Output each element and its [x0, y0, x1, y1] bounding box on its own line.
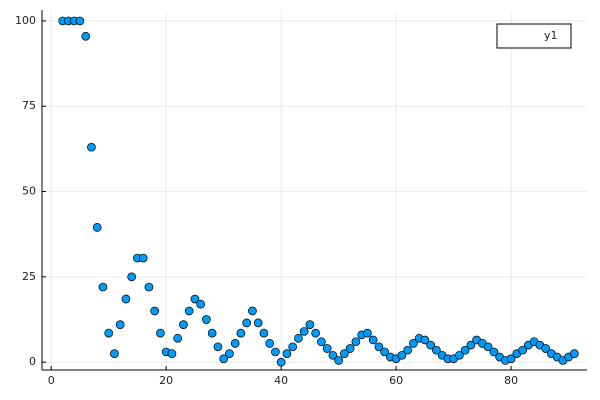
- point: [225, 349, 234, 358]
- point: [489, 347, 499, 357]
- point: [202, 315, 211, 324]
- point: [334, 356, 343, 365]
- point: [397, 350, 407, 360]
- point: [305, 320, 315, 329]
- point: [196, 299, 206, 309]
- point: [248, 306, 257, 316]
- point: [121, 294, 131, 304]
- point: [276, 357, 286, 367]
- point: [179, 320, 188, 329]
- point: [156, 328, 165, 338]
- point: [570, 349, 579, 358]
- point: [242, 318, 252, 328]
- point: [184, 306, 194, 316]
- point: [271, 347, 280, 357]
- point: [541, 344, 550, 353]
- point: [230, 339, 240, 348]
- point: [374, 342, 384, 352]
- point: [253, 318, 263, 328]
- point: [127, 272, 137, 282]
- point: [282, 349, 292, 358]
- point: [426, 340, 435, 350]
- y-tick-label: 0: [29, 355, 36, 368]
- point: [265, 339, 275, 348]
- point: [420, 335, 430, 345]
- point: [104, 328, 114, 338]
- point: [460, 345, 470, 355]
- point: [150, 306, 160, 316]
- point: [351, 337, 361, 347]
- x-tick-label: 0: [48, 374, 55, 387]
- y-tick-label: 100: [15, 14, 36, 27]
- point: [173, 333, 183, 343]
- point: [190, 294, 200, 304]
- y-tick-label: 75: [22, 99, 36, 112]
- point: [236, 328, 246, 338]
- point: [219, 354, 229, 364]
- point: [506, 354, 516, 364]
- x-tick-label: 40: [274, 374, 288, 387]
- point: [466, 340, 476, 350]
- point: [167, 349, 177, 358]
- point: [317, 337, 326, 347]
- point: [409, 339, 418, 348]
- point: [81, 31, 91, 41]
- point: [432, 345, 441, 355]
- point: [75, 16, 85, 26]
- point: [207, 328, 217, 338]
- point: [288, 342, 298, 352]
- point: [144, 282, 154, 292]
- legend-box: [496, 23, 572, 49]
- point: [138, 253, 148, 263]
- x-tick-label: 20: [159, 374, 173, 387]
- point: [92, 223, 102, 232]
- point: [259, 328, 269, 338]
- point: [345, 344, 355, 353]
- point: [518, 345, 527, 355]
- legend-label: y1: [544, 29, 558, 42]
- point: [115, 320, 125, 329]
- point: [110, 349, 119, 358]
- point: [380, 347, 389, 357]
- point: [299, 327, 309, 336]
- point: [368, 335, 378, 345]
- x-tick-label: 80: [504, 374, 518, 387]
- point: [213, 342, 223, 352]
- y-tick-label: 50: [22, 185, 36, 198]
- point: [322, 344, 332, 353]
- point: [483, 342, 493, 352]
- point: [311, 328, 320, 338]
- x-tick-label: 60: [389, 374, 403, 387]
- point: [340, 349, 349, 358]
- point: [403, 345, 412, 355]
- point: [363, 328, 372, 338]
- y-tick-label: 25: [22, 270, 36, 283]
- point: [98, 282, 108, 292]
- point: [455, 350, 464, 360]
- point: [328, 350, 338, 360]
- point: [87, 142, 96, 152]
- point: [294, 333, 303, 343]
